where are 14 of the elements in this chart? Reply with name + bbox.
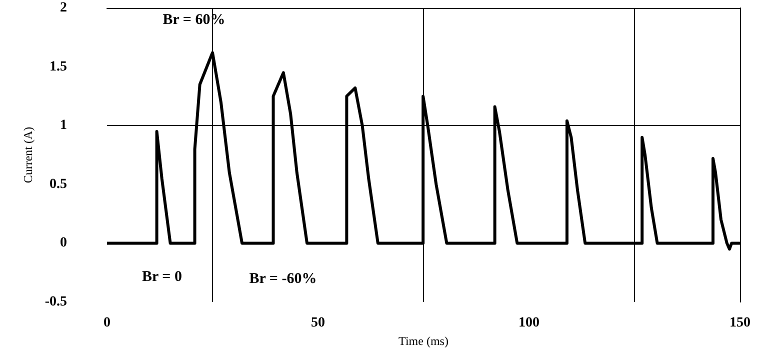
x-tick-label: 150	[730, 316, 750, 330]
y-tick-label: 0	[60, 236, 67, 251]
annotation: Br = 0	[142, 269, 182, 285]
y-tick-label: 2	[60, 0, 67, 16]
x-axis-title: Time (ms)	[398, 334, 448, 348]
y-tick-label: 1	[60, 118, 67, 134]
x-tick-label: 0	[104, 316, 110, 330]
annotation: Br = -60%	[249, 271, 317, 287]
y-tick-label: -0.5	[44, 294, 67, 310]
y-tick-label: 0.5	[50, 176, 67, 192]
x-tick-label: 100	[518, 316, 540, 330]
x-tick-label: 50	[311, 316, 325, 330]
y-axis-title: Current (A)	[20, 126, 35, 184]
y-tick-label: 1.5	[50, 59, 67, 74]
